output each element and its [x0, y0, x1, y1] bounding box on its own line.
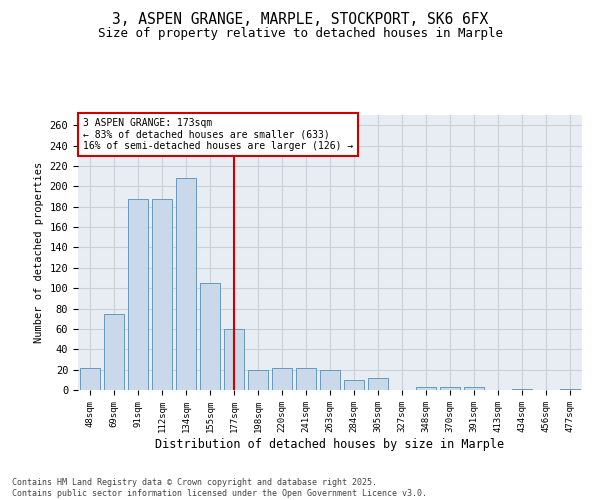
- Bar: [464, 387, 484, 390]
- Text: Contains HM Land Registry data © Crown copyright and database right 2025.
Contai: Contains HM Land Registry data © Crown c…: [12, 478, 427, 498]
- Bar: [512, 389, 532, 390]
- Bar: [320, 370, 340, 390]
- Bar: [104, 314, 124, 390]
- Bar: [344, 380, 364, 390]
- Bar: [152, 198, 172, 390]
- Bar: [200, 283, 220, 390]
- Text: Size of property relative to detached houses in Marple: Size of property relative to detached ho…: [97, 28, 503, 40]
- Bar: [296, 368, 316, 390]
- Y-axis label: Number of detached properties: Number of detached properties: [34, 162, 44, 343]
- Text: 3 ASPEN GRANGE: 173sqm
← 83% of detached houses are smaller (633)
16% of semi-de: 3 ASPEN GRANGE: 173sqm ← 83% of detached…: [83, 118, 353, 151]
- Bar: [440, 387, 460, 390]
- Bar: [248, 370, 268, 390]
- Bar: [224, 329, 244, 390]
- Bar: [80, 368, 100, 390]
- Bar: [128, 198, 148, 390]
- Bar: [560, 389, 580, 390]
- X-axis label: Distribution of detached houses by size in Marple: Distribution of detached houses by size …: [155, 438, 505, 450]
- Bar: [176, 178, 196, 390]
- Bar: [272, 368, 292, 390]
- Text: 3, ASPEN GRANGE, MARPLE, STOCKPORT, SK6 6FX: 3, ASPEN GRANGE, MARPLE, STOCKPORT, SK6 …: [112, 12, 488, 28]
- Bar: [416, 387, 436, 390]
- Bar: [368, 378, 388, 390]
